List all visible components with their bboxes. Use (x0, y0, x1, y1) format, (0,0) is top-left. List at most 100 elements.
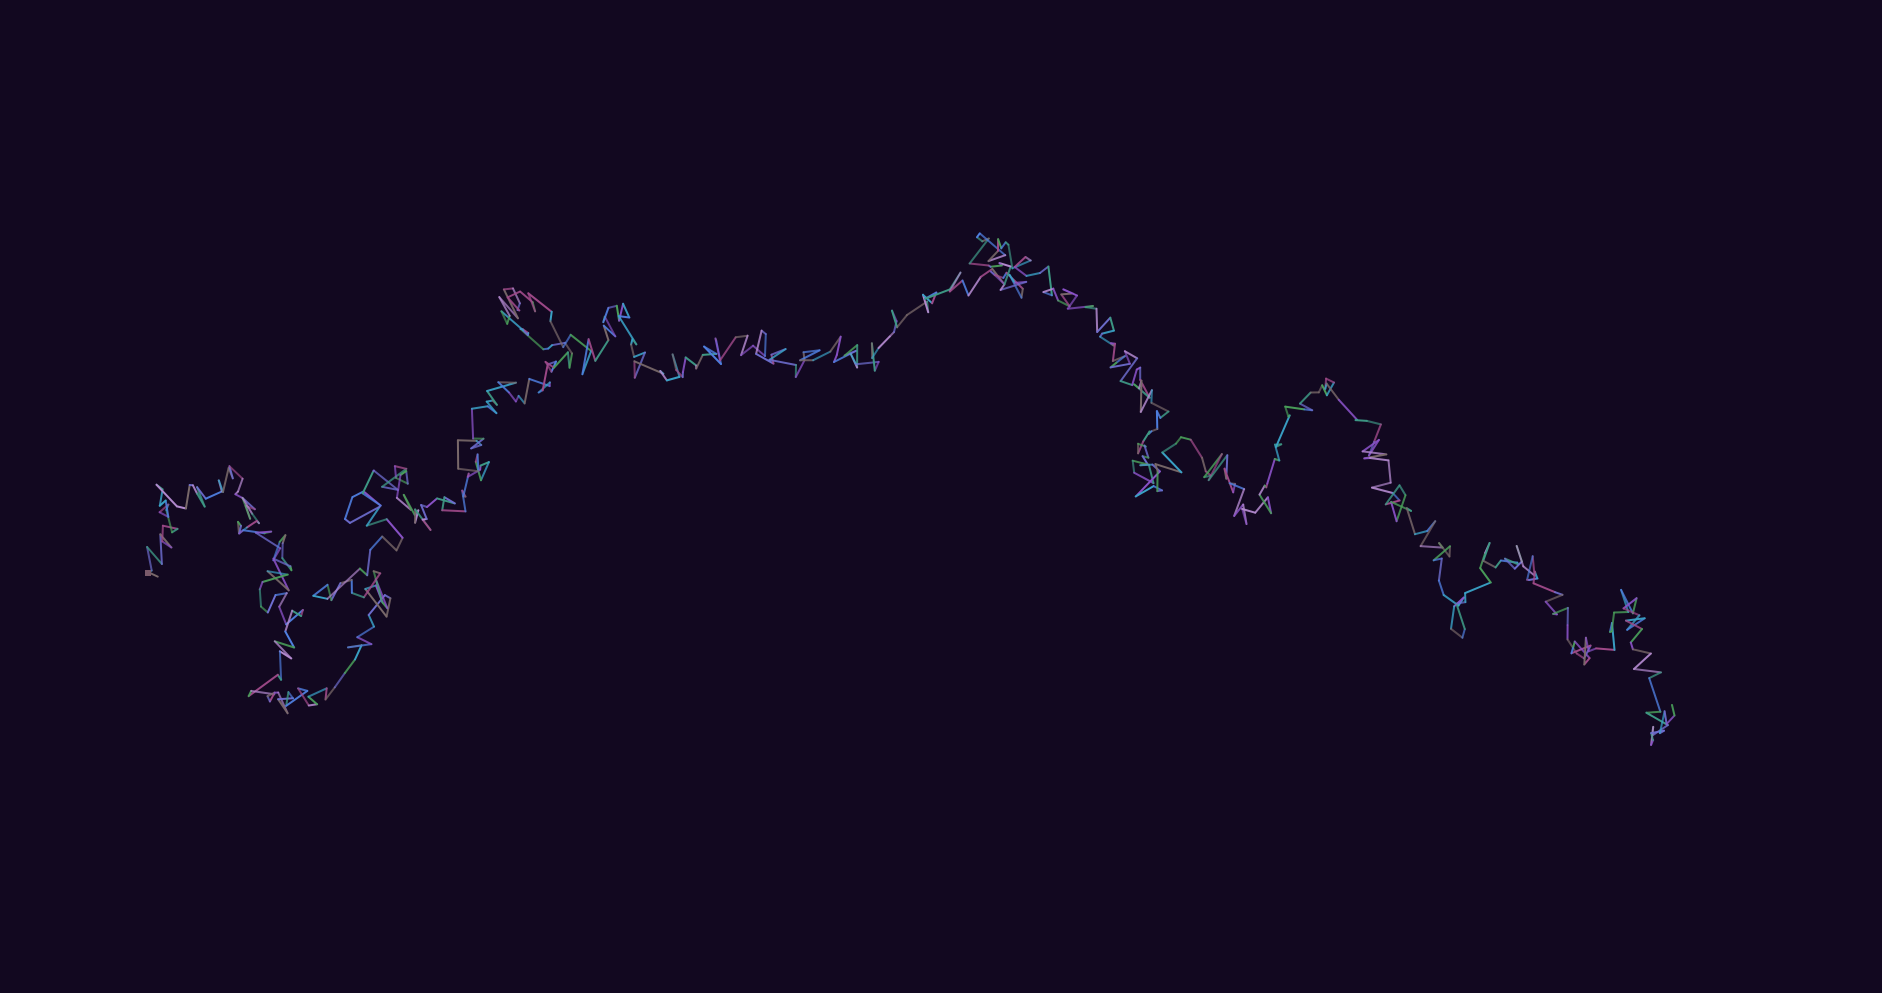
walk-segment (176, 505, 187, 510)
random-walk-path (145, 232, 1676, 746)
walk-segment (1299, 391, 1312, 405)
walk-segment (568, 352, 573, 369)
walk-segment (364, 588, 388, 618)
walk-segment (527, 292, 537, 313)
walk-segment (1201, 456, 1207, 473)
walk-segment (755, 329, 763, 355)
walk-segment (281, 534, 287, 545)
walk-segment (1583, 636, 1587, 666)
walk-segment (159, 533, 163, 565)
walk-segment (222, 467, 230, 493)
walk-segment (349, 505, 381, 524)
walk-segment (968, 237, 990, 265)
walk-segment (1665, 714, 1676, 725)
walk-segment (1650, 732, 1655, 742)
walk-segment (266, 594, 277, 614)
walk-segment (395, 476, 409, 485)
walk-segment (1109, 362, 1131, 369)
walk-segment (284, 630, 296, 649)
walk-segment (146, 546, 153, 572)
walk-segment (740, 334, 749, 357)
walk-segment (1060, 293, 1071, 308)
walk-segment (871, 347, 880, 359)
walk-segment (1241, 508, 1257, 514)
walk-segment (1233, 488, 1246, 517)
walk-segment (1024, 256, 1032, 262)
walk-segment (372, 570, 382, 575)
walk-segment (1625, 619, 1643, 630)
walk-segment (1584, 636, 1590, 653)
walk-segment (1161, 451, 1183, 474)
walk-segment (948, 279, 964, 293)
walk-segment (1479, 567, 1492, 584)
walk-segment (587, 338, 597, 362)
walk-segment (602, 324, 610, 342)
walk-segment (284, 609, 294, 633)
walk-segment (502, 288, 519, 320)
walk-segment (562, 333, 572, 349)
walk-segment (204, 490, 223, 500)
walk-segment (347, 643, 373, 649)
walk-segment (367, 614, 375, 628)
walk-segment (365, 505, 381, 527)
walk-segment (752, 344, 766, 357)
walk-segment (1648, 677, 1662, 713)
walk-segment (1432, 545, 1451, 562)
walk-segment (1321, 384, 1328, 397)
walk-segment (630, 343, 636, 358)
walk-segment (1448, 545, 1451, 558)
walk-segment (1437, 557, 1443, 582)
walk-segment (1123, 350, 1139, 360)
walk-segment (1390, 500, 1398, 523)
walk-segment (365, 518, 388, 527)
walk-segment (217, 479, 224, 493)
walk-segment (1150, 401, 1170, 413)
walk-segment (1395, 494, 1407, 523)
walk-segment (979, 267, 994, 278)
walk-segment (356, 625, 375, 639)
walk-segment (146, 546, 163, 565)
walk-segment (1161, 442, 1177, 454)
walk-segment (891, 309, 899, 329)
walk-segment (1084, 306, 1098, 310)
walk-segment (1663, 710, 1668, 725)
walk-segment (1131, 368, 1138, 387)
walk-segment (978, 232, 1007, 257)
walk-segment (1482, 542, 1491, 562)
walk-segment (1317, 384, 1324, 394)
walk-segment (285, 689, 309, 707)
walk-segment (261, 573, 289, 583)
walk-segment (551, 341, 566, 347)
walk-segment (1354, 419, 1368, 422)
walk-segment (1437, 579, 1445, 596)
walk-segment (272, 557, 292, 568)
walk-segment (381, 485, 399, 491)
walk-segment (1039, 265, 1050, 274)
walk-segment (1003, 265, 1012, 286)
walk-segment (1057, 299, 1071, 308)
walk-segment (968, 262, 990, 267)
walk-segment (1455, 602, 1466, 631)
walk-segment (905, 300, 929, 317)
walk-segment (395, 474, 402, 499)
walk-segment (351, 490, 365, 499)
walk-segment (476, 453, 480, 473)
walk-segment (277, 698, 289, 715)
walk-segment (527, 292, 553, 313)
walk-segment (544, 360, 555, 369)
walk-segment (768, 358, 797, 366)
walk-segment (1025, 272, 1041, 277)
walk-segment (426, 497, 439, 508)
walk-segment (307, 695, 319, 706)
walk-segment (369, 535, 384, 551)
walk-segment (1013, 256, 1027, 268)
walk-segment (1504, 557, 1516, 570)
walk-segment (1284, 405, 1306, 411)
walk-segment (402, 493, 416, 516)
walk-segment (993, 274, 1005, 279)
walk-segment (361, 469, 375, 495)
walk-segment (633, 351, 646, 358)
walk-segment (896, 314, 908, 329)
